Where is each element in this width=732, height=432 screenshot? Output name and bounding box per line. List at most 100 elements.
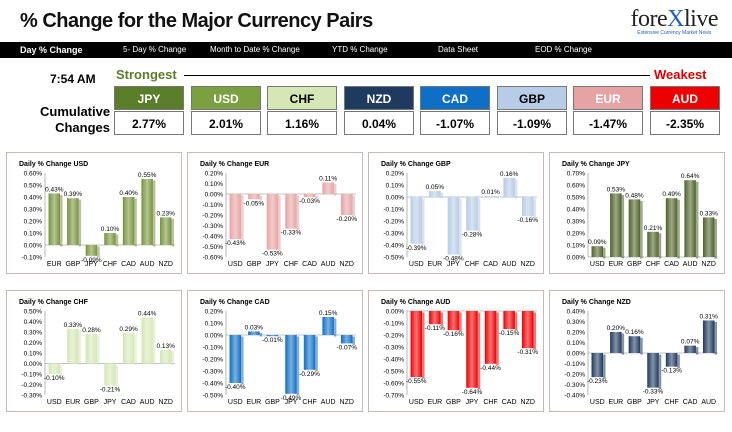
y-tick-label: 0.10%	[24, 230, 43, 237]
category-label: GBP	[446, 399, 461, 406]
category-label: CHF	[465, 261, 479, 268]
category-label: NZD	[159, 399, 173, 406]
y-tick-label: -0.20%	[202, 356, 223, 363]
bar-shadow	[278, 195, 281, 252]
bar-eur	[610, 193, 622, 257]
y-tick-label: -0.10%	[21, 254, 42, 261]
chart-panel-aud: Daily % Change AUD 0.00% -0.10% -0.20% -0.30…	[368, 290, 544, 412]
y-tick-label: 0.60%	[567, 182, 586, 189]
cumulative-label: Cumulative Changes	[40, 104, 110, 136]
y-tick-label: 0.30%	[567, 319, 586, 326]
bar-shadow	[621, 333, 625, 355]
tab-data-sheet[interactable]: Data Sheet	[438, 45, 479, 54]
y-tick-label: -0.40%	[564, 392, 585, 399]
y-tick-label: 0.00%	[24, 361, 43, 368]
chart-svg-nzd: Daily % Change NZD 0.40% 0.30% 0.20% 0.10% 0.…	[562, 299, 718, 406]
data-label: -0.31%	[517, 349, 538, 356]
bar-shadow	[352, 195, 355, 217]
tab-eod-change[interactable]: EOD % Change	[535, 45, 592, 54]
category-label: USD	[47, 399, 62, 406]
bar-shadow	[78, 199, 82, 247]
y-tick-label: 0.60%	[24, 170, 43, 177]
chart-svg-eur: Daily % Change EUR 0.20% 0.10% 0.00% -0.10% -…	[200, 161, 357, 268]
category-label: CAD	[483, 261, 498, 268]
tab-day-change[interactable]: Day % Change	[20, 42, 83, 58]
bar-jpy	[285, 335, 297, 394]
y-tick-label: -0.40%	[202, 380, 223, 387]
y-tick-label: -0.30%	[383, 344, 404, 351]
category-label: EUR	[427, 261, 442, 268]
chart-title: Daily % Change GBP	[381, 161, 451, 168]
data-label: 0.09%	[588, 239, 607, 246]
currency-value-eur: -1.47%	[573, 111, 643, 135]
data-label: -0.49%	[281, 395, 302, 402]
bar-usd	[410, 311, 423, 377]
category-label: GBP	[84, 399, 99, 406]
bar-shadow	[422, 198, 425, 246]
category-label: AUD	[140, 399, 155, 406]
category-label: JPY	[85, 261, 98, 268]
bar-jpy	[466, 311, 478, 388]
bar-shadow	[60, 194, 63, 247]
bar-shadow	[603, 247, 606, 259]
category-label: NZD	[159, 261, 173, 268]
category-label: EUR	[47, 261, 62, 268]
y-tick-label: 0.20%	[205, 170, 224, 177]
bar-shadow	[333, 318, 337, 337]
nav-bar: Day % Change 5- Day % Change Month to Da…	[0, 42, 732, 58]
chart-title: Daily % Change CHF	[19, 299, 89, 306]
bar-nzd	[340, 335, 353, 344]
bar-shadow	[115, 234, 119, 247]
bar-shadow	[603, 354, 606, 379]
data-label: 0.39%	[64, 191, 83, 198]
tab-5-day-change[interactable]: 5- Day % Change	[123, 45, 187, 54]
bar-cad	[684, 345, 696, 353]
category-label: JPY	[647, 399, 660, 406]
bar-eur	[429, 311, 441, 325]
y-tick-label: -0.30%	[202, 368, 223, 375]
data-label: 0.28%	[82, 327, 101, 334]
bar-eur	[248, 331, 260, 335]
currency-value-nzd: 0.04%	[344, 111, 414, 135]
category-label: CHF	[302, 399, 316, 406]
bar-jpy	[647, 353, 659, 388]
bar-shadow	[315, 195, 318, 199]
bar-usd	[591, 353, 604, 378]
chart-svg-jpy: Daily % Change JPY 0.70% 0.60% 0.50% 0.40% 0.…	[562, 161, 718, 268]
y-tick-label: 0.20%	[205, 308, 224, 315]
data-label: 0.53%	[607, 186, 626, 193]
category-label: CHF	[483, 399, 497, 406]
strongest-label: Strongest	[116, 67, 177, 82]
tab-ytd-change[interactable]: YTD % Change	[332, 45, 388, 54]
tab-month-to-date[interactable]: Month to Date % Change	[210, 45, 300, 54]
category-label: JPY	[466, 399, 479, 406]
title-bar: % Change for the Major Currency Pairs fo…	[0, 0, 732, 45]
category-label: AUD	[502, 261, 517, 268]
data-label: 0.33%	[64, 322, 83, 329]
category-label: JPY	[447, 261, 460, 268]
chart-panel-usd: Daily % Change USD 0.60% 0.50% 0.40% 0.30% 0.…	[6, 152, 182, 274]
y-tick-label: -0.60%	[202, 254, 223, 261]
bar-gbp	[628, 336, 641, 353]
category-label: NZD	[521, 261, 535, 268]
data-label: 0.31%	[699, 313, 718, 320]
data-label: -0.64%	[462, 389, 483, 396]
bar-chf	[665, 353, 678, 367]
data-label: -0.33%	[643, 389, 664, 396]
y-tick-label: 0.30%	[24, 329, 43, 336]
currency-box-nzd: NZD	[344, 86, 414, 110]
category-label: USD	[590, 399, 605, 406]
cumulative-label-line1: Cumulative	[40, 104, 111, 119]
bar-jpy	[266, 194, 279, 250]
bar-shadow	[496, 197, 499, 199]
currency-value-cad: -1.07%	[420, 111, 490, 135]
bar-chf	[484, 311, 497, 364]
currency-box-eur: EUR	[573, 86, 643, 110]
bar-cad	[122, 197, 135, 245]
data-label: -0.07%	[336, 344, 357, 351]
data-label: 0.15%	[319, 310, 338, 317]
data-label: 0.20%	[607, 325, 626, 332]
y-tick-label: -0.50%	[383, 254, 404, 261]
strength-rule	[184, 75, 650, 76]
data-label: -0.48%	[443, 256, 464, 263]
